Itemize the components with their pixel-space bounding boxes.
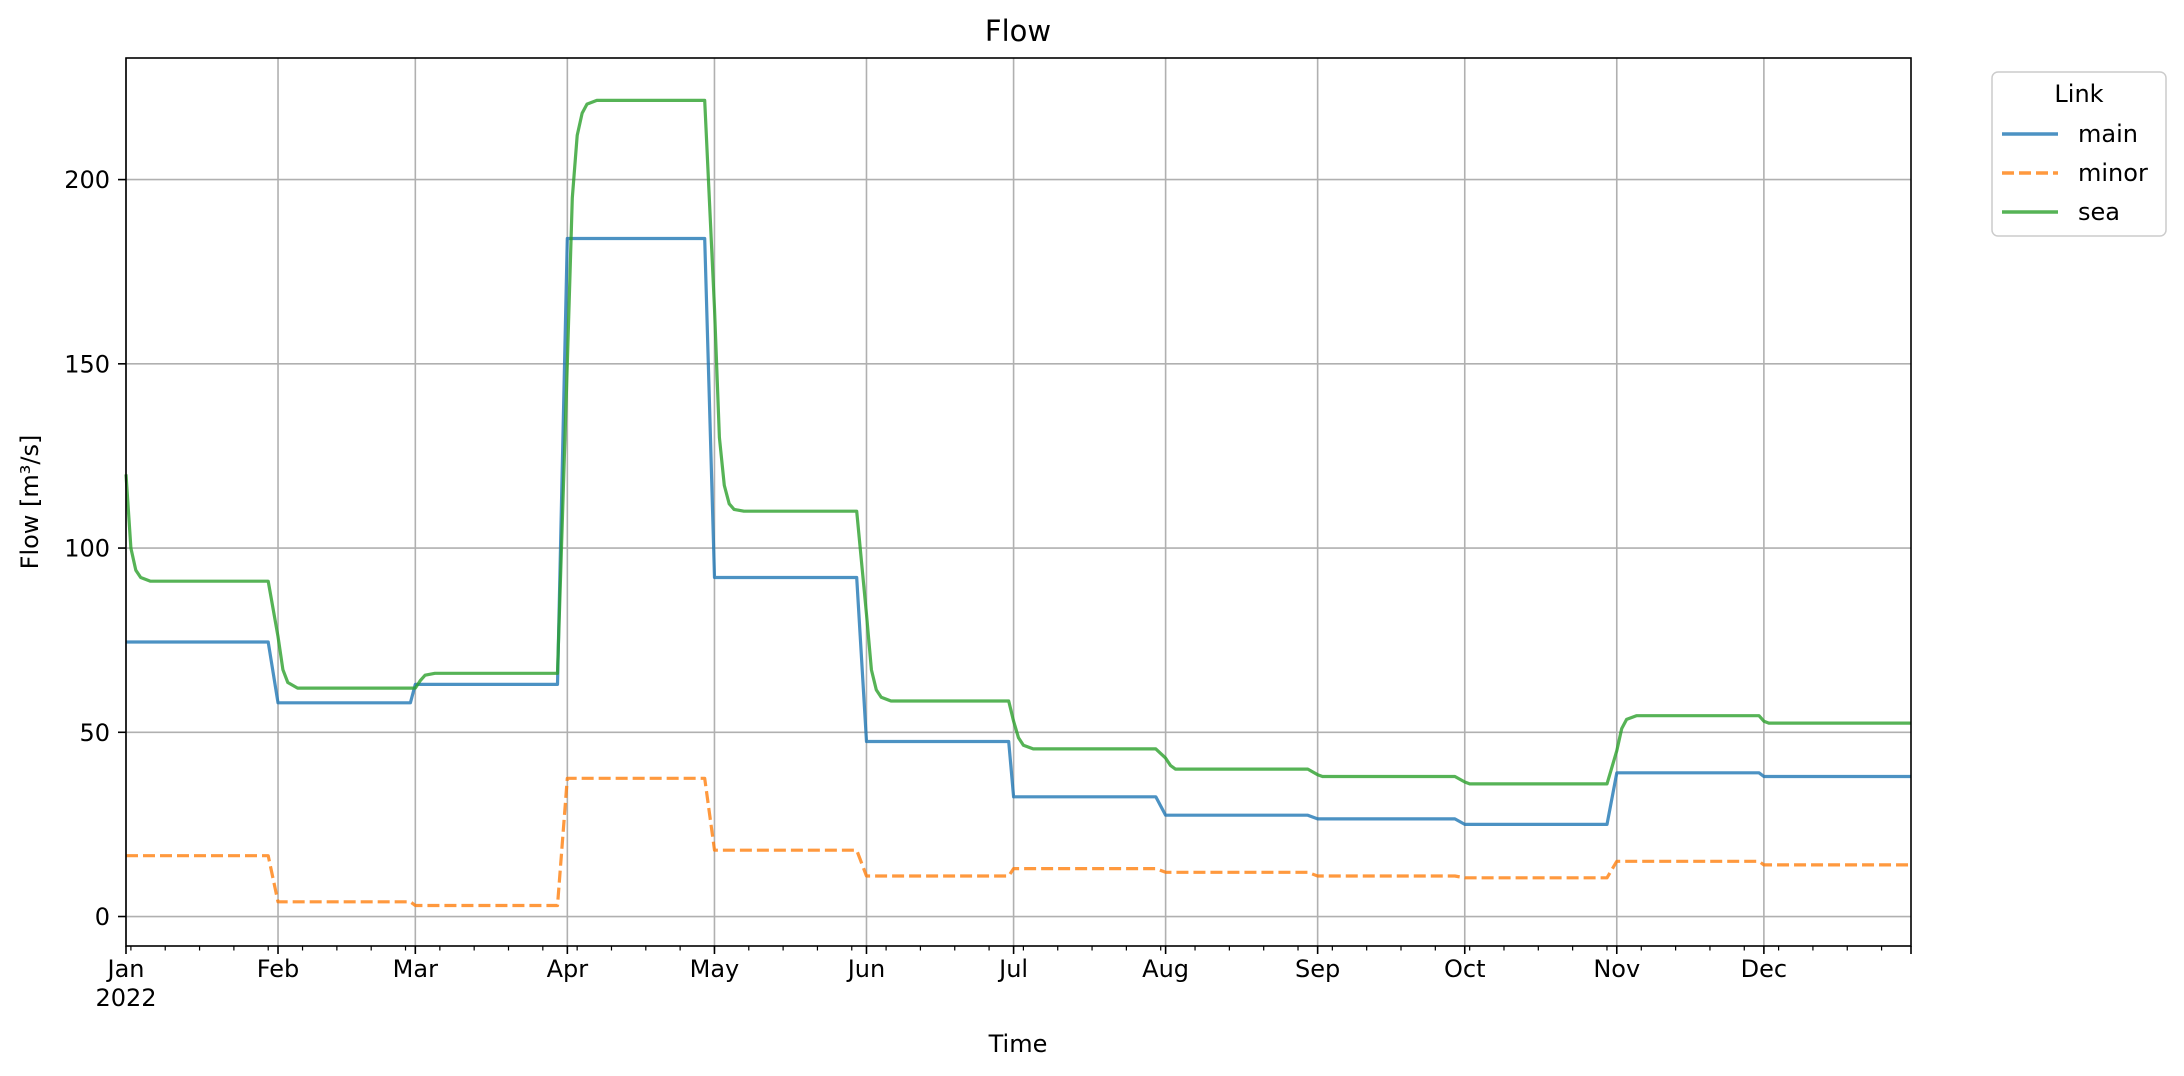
x-tick-label: Oct <box>1444 955 1486 983</box>
y-axis-label: Flow [m³/s] <box>16 435 44 570</box>
x-tick-label: Jun <box>846 955 886 983</box>
legend-box <box>1991 71 2167 237</box>
plot-frame <box>125 57 1912 947</box>
x-tick-label: May <box>690 955 740 983</box>
x-axis-label: Time <box>988 1030 1048 1058</box>
x-axis-ticks: Jan Feb Mar Apr May Jun Jul Aug Sep Oct Nov Dec 2022 <box>95 946 1912 1012</box>
x-year-label: 2022 <box>95 984 156 1012</box>
series-line-sea <box>124 98 1911 786</box>
x-tick-label: Nov <box>1593 955 1640 983</box>
x-tick-label: Aug <box>1142 955 1189 983</box>
chart-title: Flow <box>985 14 1051 48</box>
y-tick-label: 100 <box>64 535 110 563</box>
legend-label-minor: minor <box>2078 159 2148 187</box>
x-tick-label: Sep <box>1295 955 1340 983</box>
legend-label-main: main <box>2078 120 2138 148</box>
legend-label-sea: sea <box>2078 198 2120 226</box>
legend: Link main minor sea <box>1991 71 2167 237</box>
x-tick-label: Dec <box>1741 955 1787 983</box>
y-tick-label: 150 <box>64 350 110 378</box>
x-tick-label: Mar <box>393 955 438 983</box>
legend-title: Link <box>2054 80 2103 108</box>
series-lines <box>124 98 1911 908</box>
y-tick-label: 50 <box>79 719 110 747</box>
x-tick-label: Apr <box>547 955 589 983</box>
x-tick-label: Jan <box>106 955 145 983</box>
series-line-minor <box>126 776 1911 908</box>
x-tick-label: Jul <box>997 955 1028 983</box>
y-tick-label: 200 <box>64 166 110 194</box>
x-tick-label: Feb <box>257 955 300 983</box>
y-axis-ticks: 0 50 100 150 200 <box>64 166 126 931</box>
y-tick-label: 0 <box>95 903 110 931</box>
